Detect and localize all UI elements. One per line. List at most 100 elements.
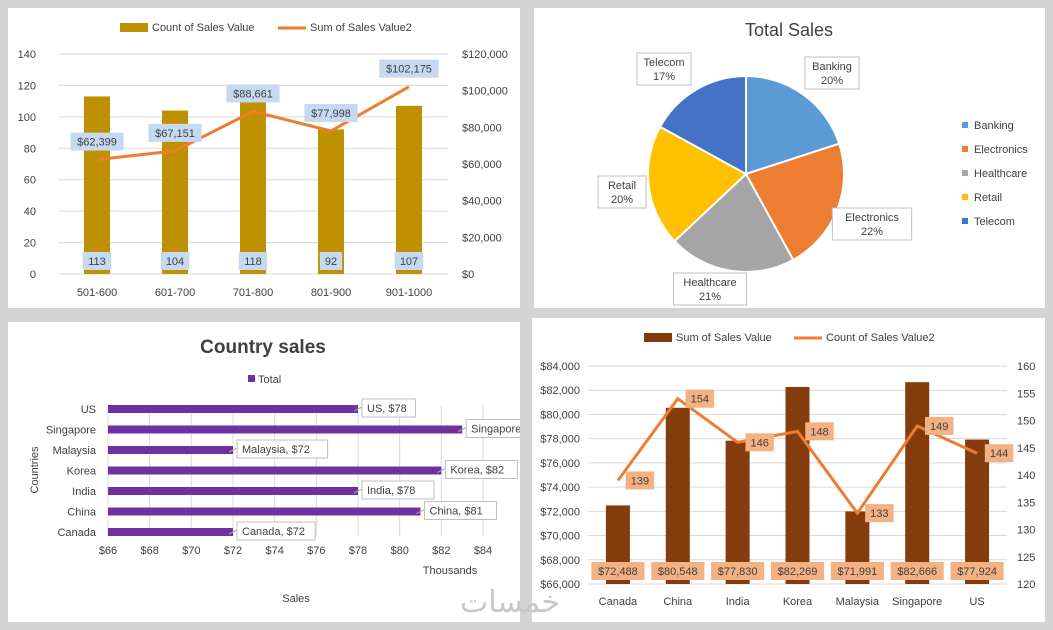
x-tick-label: US	[969, 596, 984, 608]
country-combo-chart-canvas: $66,000 $68,000 $70,000 $72,000 $74,000 $76,0…	[540, 332, 1035, 608]
y-tick-label: $68,000	[540, 555, 580, 567]
bar-data-label-box	[160, 252, 190, 270]
label-leader	[457, 427, 467, 432]
bar-label-box	[361, 398, 416, 418]
y-tick-label: $76,000	[540, 458, 580, 470]
bar-china	[665, 407, 690, 584]
line-data-label-box	[865, 504, 894, 523]
x-tick-label: 501-600	[77, 287, 117, 299]
bar-data-label-box	[890, 562, 944, 580]
line-data-label: 144	[990, 448, 1008, 460]
x-tick-label: $70	[182, 545, 200, 557]
bar-data-label: US, $78	[367, 403, 407, 415]
bar-us	[108, 405, 358, 413]
legend-label: Retail	[974, 192, 1002, 204]
bar-label-box	[465, 419, 520, 438]
bar-data-label: 104	[166, 256, 184, 268]
bar-singapore	[905, 382, 930, 584]
bar-data-label: $80,548	[658, 566, 698, 578]
bar-us	[965, 439, 990, 584]
y2-tick-label: 130	[1017, 525, 1035, 537]
pie-label-category: Retail	[608, 180, 636, 192]
line-data-label: 139	[631, 475, 649, 487]
label-leader	[353, 406, 363, 412]
y-tick-label: $84,000	[540, 361, 580, 373]
y2-tick-label: 140	[1017, 470, 1035, 482]
x-unit-label: Thousands	[423, 565, 478, 577]
line-data-label: 133	[870, 508, 888, 520]
label-leader	[228, 447, 238, 453]
bar-data-label: China, $81	[430, 506, 483, 518]
bar-malaysia	[108, 446, 233, 454]
pie-slice-banking	[745, 74, 841, 176]
y-tick-label: $80,000	[540, 409, 580, 421]
x-tick-label: $72	[224, 545, 242, 557]
legend-label: Banking	[974, 120, 1014, 132]
total-sales-pie-chart: Total Sales Banking 20% Banking Electronics 2…	[534, 8, 1045, 308]
bar-data-label: Korea, $82	[450, 465, 504, 477]
bar-label-box	[361, 480, 435, 500]
y2-tick-label: $80,000	[462, 122, 502, 134]
x-tick-label: $84	[474, 545, 492, 557]
x-tick-label: $76	[307, 545, 325, 557]
bar-901-1000	[396, 105, 422, 274]
y-tick-label: 60	[24, 175, 36, 187]
y2-tick-label: $60,000	[462, 159, 502, 171]
pie-slice-telecom	[658, 74, 747, 176]
y2-tick-label: $120,000	[462, 49, 508, 61]
bar-canada	[108, 528, 233, 536]
x-axis-title: Sales	[282, 593, 310, 605]
y-axis-title: Countries	[29, 446, 41, 494]
line-data-label-box	[805, 422, 834, 441]
line-data-label: 148	[810, 426, 828, 438]
bar-data-label: Canada, $72	[242, 526, 305, 538]
x-tick-label: Korea	[783, 596, 813, 608]
x-tick-label: India	[726, 596, 751, 608]
x-tick-label: 701-800	[233, 287, 273, 299]
y-tick-label: $66,000	[540, 579, 580, 591]
bar-data-label: India, $78	[367, 485, 415, 497]
y-tick-label: 120	[18, 80, 36, 92]
bar-label-box	[424, 501, 497, 520]
legend-swatch-count	[120, 23, 148, 32]
y-tick-label: $70,000	[540, 531, 580, 543]
legend-swatch-total	[248, 375, 255, 382]
pie-label-percent: 20%	[611, 194, 633, 206]
label-leader	[353, 488, 363, 494]
pie-label-category: Telecom	[644, 57, 685, 69]
bar-801-900	[318, 129, 344, 274]
y-tick-label: $82,000	[540, 385, 580, 397]
y-tick-label: 140	[18, 49, 36, 61]
line-data-label: $77,998	[311, 108, 351, 120]
label-leader	[437, 468, 446, 473]
bar-data-label-box	[394, 252, 424, 270]
watermark: خمسات	[460, 585, 561, 620]
legend-label: Electronics	[974, 144, 1028, 156]
legend-label: Telecom	[974, 216, 1015, 228]
x-tick-label: $78	[349, 545, 367, 557]
bar-china	[108, 507, 421, 516]
line-data-label-box	[70, 132, 124, 151]
y-tick-label: $74,000	[540, 482, 580, 494]
bar-india	[108, 487, 358, 495]
y-tick-label: 80	[24, 143, 36, 155]
bar-korea	[785, 386, 810, 584]
pie-slice-retail	[647, 125, 748, 243]
y-tick-label: 100	[18, 112, 36, 124]
bar-india	[725, 440, 750, 584]
line-count-of-sales-value2	[616, 396, 978, 516]
line-data-label-box	[379, 59, 439, 78]
bar-data-label: 113	[88, 256, 106, 268]
bar-data-label: Singapore, $83	[471, 424, 520, 436]
bar-data-label: 107	[400, 256, 418, 268]
pie-label-box	[804, 56, 860, 90]
country-sum-combo-chart: $66,000 $68,000 $70,000 $72,000 $74,000 $76,0…	[532, 318, 1045, 622]
pie-label-box	[636, 52, 692, 86]
x-tick-label: $82	[432, 545, 450, 557]
legend-label: Healthcare	[974, 168, 1027, 180]
legend-label: Count of Sales Value2	[826, 332, 935, 344]
line-data-label-box	[924, 416, 954, 435]
bar-singapore	[108, 425, 463, 434]
pie-label-percent: 21%	[699, 291, 721, 303]
line-data-label: $67,151	[155, 128, 195, 140]
